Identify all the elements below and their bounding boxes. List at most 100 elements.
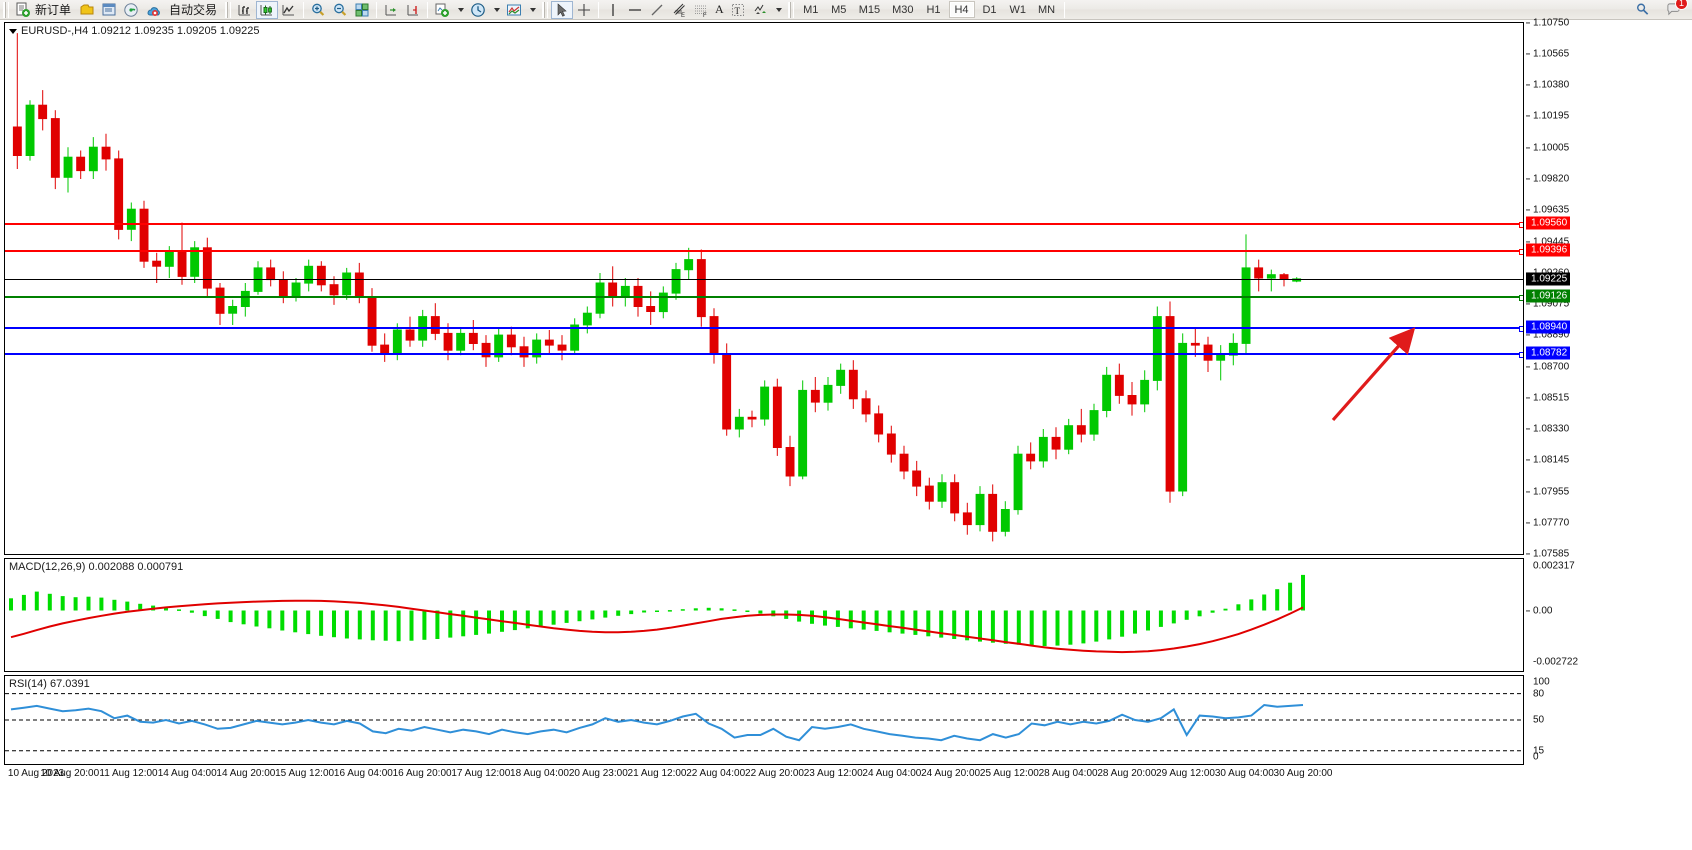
time-tick: 16 Aug 20:00 <box>392 768 452 779</box>
candlestick-chart-button[interactable] <box>256 0 279 19</box>
timeframe-d1[interactable]: D1 <box>982 3 997 16</box>
text-label-tool-button[interactable]: T <box>727 1 749 19</box>
toolbar-grip-4[interactable] <box>787 1 794 18</box>
zoom-in-button[interactable] <box>307 1 329 19</box>
tile-windows-button[interactable] <box>351 1 373 19</box>
price-level-line-1.09396[interactable] <box>5 249 1523 256</box>
toolbar-separator-1 <box>303 1 305 18</box>
new-order-button[interactable]: 新订单 <box>12 1 76 19</box>
notifications-button[interactable]: 1 <box>1663 0 1688 19</box>
price-tick: 1.08890 <box>1526 330 1569 341</box>
auto-scroll-button[interactable] <box>402 1 424 19</box>
toolbar-grip-1[interactable] <box>3 1 9 18</box>
auto-scroll-icon <box>407 4 419 15</box>
price-level-badge-1.09225[interactable]: 1.09225 <box>1526 272 1571 286</box>
price-axis[interactable]: 1.10750 1.10565 1.10380 1.10195 1.10005 1.098… <box>1526 17 1692 559</box>
clock-icon <box>471 2 485 17</box>
time-tick: 15 Aug 12:00 <box>275 768 335 779</box>
time-tick: 25 Aug 12:00 <box>979 768 1039 779</box>
fibonacci-tool-button[interactable]: F <box>690 1 712 19</box>
search-button[interactable] <box>1632 1 1653 19</box>
price-level-handle[interactable] <box>1519 294 1523 301</box>
price-level-badge-1.09396[interactable]: 1.09396 <box>1526 243 1571 257</box>
horizontal-line-tool-button[interactable] <box>624 1 646 19</box>
notification-badge: 1 <box>1675 0 1688 10</box>
toolbar-grip-2[interactable] <box>225 1 232 18</box>
vertical-line-icon <box>612 3 614 16</box>
rsi-tick: 0 <box>1533 751 1539 763</box>
strategy-tester-button[interactable] <box>142 1 164 19</box>
new-chart-dropdown[interactable] <box>453 1 467 19</box>
arrows-tool-button[interactable] <box>749 1 771 19</box>
templates-button[interactable] <box>503 1 525 19</box>
templates-dropdown[interactable] <box>525 1 539 19</box>
period-button[interactable] <box>467 1 489 19</box>
crosshair-tool-button[interactable] <box>573 1 595 19</box>
price-level-handle[interactable] <box>1519 249 1523 256</box>
toolbar-separator-4 <box>598 1 600 18</box>
new-chart-button[interactable] <box>431 1 453 19</box>
period-dropdown[interactable] <box>489 1 503 19</box>
rsi-tick: 80 <box>1533 688 1545 700</box>
time-tick: 18 Aug 04:00 <box>510 768 569 779</box>
macd-tick: -0.002722 <box>1533 656 1579 668</box>
line-chart-button[interactable] <box>278 1 300 19</box>
svg-text:F: F <box>703 13 707 18</box>
timeframe-m15[interactable]: M15 <box>858 3 881 16</box>
price-chart-pane[interactable]: EURUSD-,H4 1.09212 1.09235 1.09205 1.092… <box>4 22 1524 555</box>
price-level-handle[interactable] <box>1519 221 1523 228</box>
chart-shift-button[interactable] <box>380 1 402 19</box>
timeframe-w1[interactable]: W1 <box>1009 3 1027 16</box>
cursor-tool-button[interactable] <box>551 0 574 19</box>
market-watch-button[interactable] <box>120 1 142 19</box>
arrows-icon <box>754 4 766 14</box>
toolbar-separator-2 <box>376 1 378 18</box>
price-tick: 1.10750 <box>1526 17 1569 28</box>
zoom-out-button[interactable] <box>329 1 351 19</box>
price-tick: 1.10380 <box>1526 80 1569 91</box>
timeframe-h1[interactable]: H1 <box>926 3 941 16</box>
time-tick: 30 Aug 20:00 <box>1273 768 1333 779</box>
arrows-dropdown[interactable] <box>771 1 785 19</box>
price-level-line-1.09126[interactable] <box>5 294 1523 301</box>
search-icon <box>1637 3 1649 15</box>
price-level-badge-1.08940[interactable]: 1.08940 <box>1526 320 1571 334</box>
zoom-out-icon <box>334 3 347 16</box>
price-level-handle[interactable] <box>1519 325 1523 332</box>
terminal-button[interactable] <box>98 1 120 19</box>
time-tick: 28 Aug 20:00 <box>1097 768 1157 779</box>
time-tick: 24 Aug 20:00 <box>921 768 981 779</box>
price-level-badge-1.08782[interactable]: 1.08782 <box>1526 346 1571 360</box>
text-tool-button[interactable]: A <box>712 1 727 19</box>
cursor-arrow-icon <box>557 2 567 17</box>
expert-advisor-button[interactable] <box>76 1 98 19</box>
time-tick: 14 Aug 04:00 <box>157 768 217 779</box>
timeframe-m5[interactable]: M5 <box>831 3 847 16</box>
toolbar-grip-3[interactable] <box>542 1 549 18</box>
price-level-badge-1.09126[interactable]: 1.09126 <box>1526 289 1571 302</box>
time-tick: 16 Aug 04:00 <box>333 768 393 779</box>
macd-pane[interactable]: MACD(12,26,9) 0.002088 0.000791 <box>4 558 1524 672</box>
price-level-line-1.09225[interactable] <box>5 278 1523 280</box>
price-level-handle[interactable] <box>1519 352 1523 359</box>
time-axis[interactable]: 10 Aug 2023 10 Aug 20:00 11 Aug 12:00 14 Au… <box>0 768 1692 784</box>
vertical-line-tool-button[interactable] <box>602 1 624 19</box>
rsi-tick: 100 <box>1533 676 1550 688</box>
rsi-pane[interactable]: RSI(14) 67.0391 <box>4 675 1524 765</box>
chart-shift-icon <box>385 4 397 15</box>
equidistant-channel-button[interactable]: E <box>668 1 690 19</box>
timeframe-h4[interactable]: H4 <box>948 1 975 18</box>
chevron-down-icon <box>530 7 537 12</box>
price-level-line-1.08782[interactable] <box>5 352 1523 359</box>
timeframe-m30[interactable]: M30 <box>892 3 914 16</box>
price-level-line-1.08940[interactable] <box>5 325 1523 332</box>
price-level-badge-1.09560[interactable]: 1.09560 <box>1526 216 1571 230</box>
timeframe-m1[interactable]: M1 <box>803 3 819 16</box>
trendline-tool-button[interactable] <box>646 1 668 19</box>
autotrading-button[interactable]: 自动交易 <box>164 1 222 19</box>
bar-chart-button[interactable] <box>234 1 256 19</box>
trendline-icon <box>651 4 663 15</box>
price-tick: 1.07955 <box>1526 486 1569 497</box>
timeframe-mn[interactable]: MN <box>1038 3 1056 16</box>
price-level-line-1.09560[interactable] <box>5 221 1523 228</box>
